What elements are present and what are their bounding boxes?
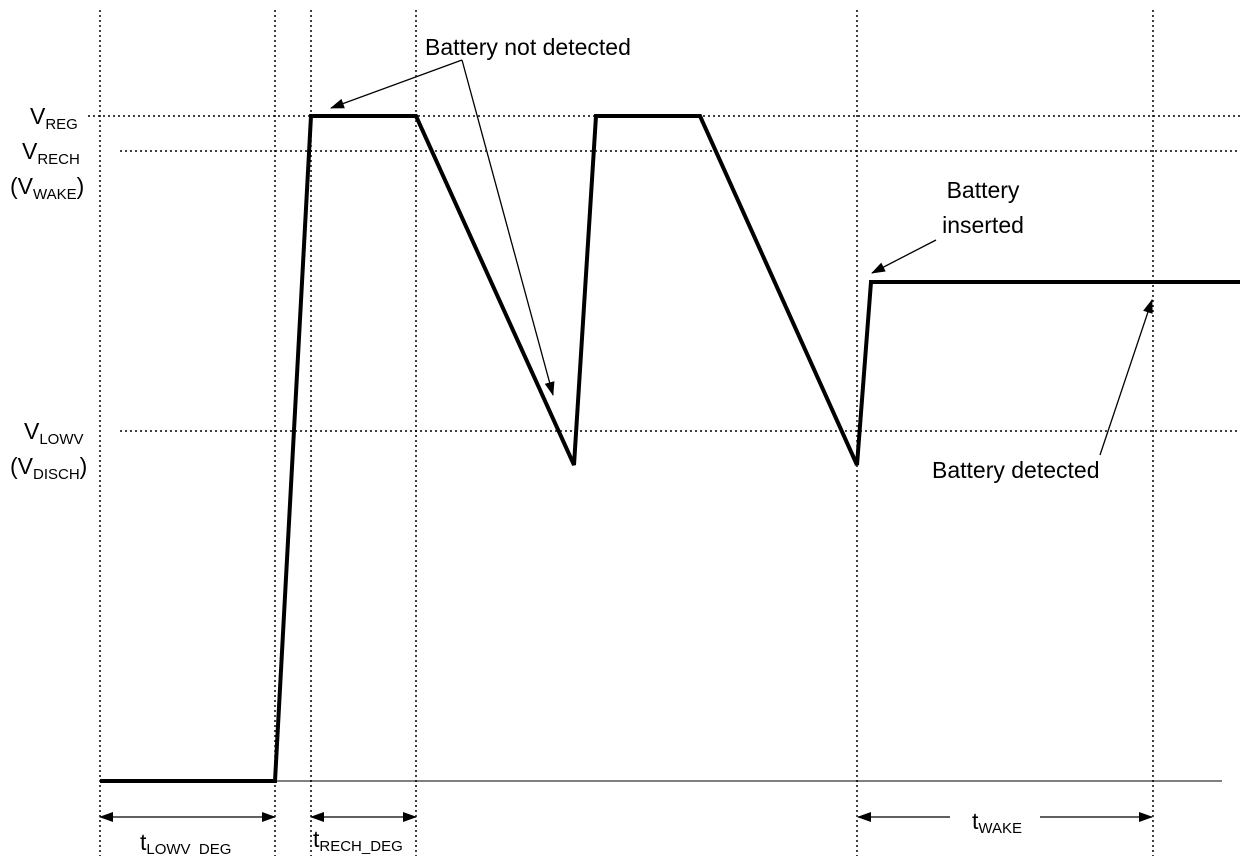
voltage-labels: VREG VRECH (VWAKE) VLOWV (VDISCH) — [10, 103, 87, 483]
note-inserted-2: inserted — [942, 212, 1024, 238]
label-trech: tRECH_DEG — [313, 826, 403, 855]
annotations: Battery not detected Battery inserted Ba… — [425, 34, 1100, 483]
label-vrech: VRECH — [22, 138, 80, 168]
waveform — [100, 114, 1240, 783]
label-vwake: (VWAKE) — [10, 173, 84, 203]
note-inserted-1: Battery — [947, 177, 1020, 203]
label-vreg: VREG — [30, 103, 78, 133]
label-vlowv: VLOWV — [24, 418, 84, 448]
label-twake: tWAKE — [972, 808, 1022, 837]
label-vdisch: (VDISCH) — [10, 453, 87, 483]
label-tlowv: tLOWV_DEG — [140, 829, 231, 856]
note-detected: Battery detected — [932, 457, 1100, 483]
arrows — [99, 59, 1153, 822]
note-not-detected: Battery not detected — [425, 34, 631, 60]
time-labels: tLOWV_DEG tRECH_DEG tWAKE — [140, 808, 1022, 856]
grid — [88, 10, 1240, 856]
